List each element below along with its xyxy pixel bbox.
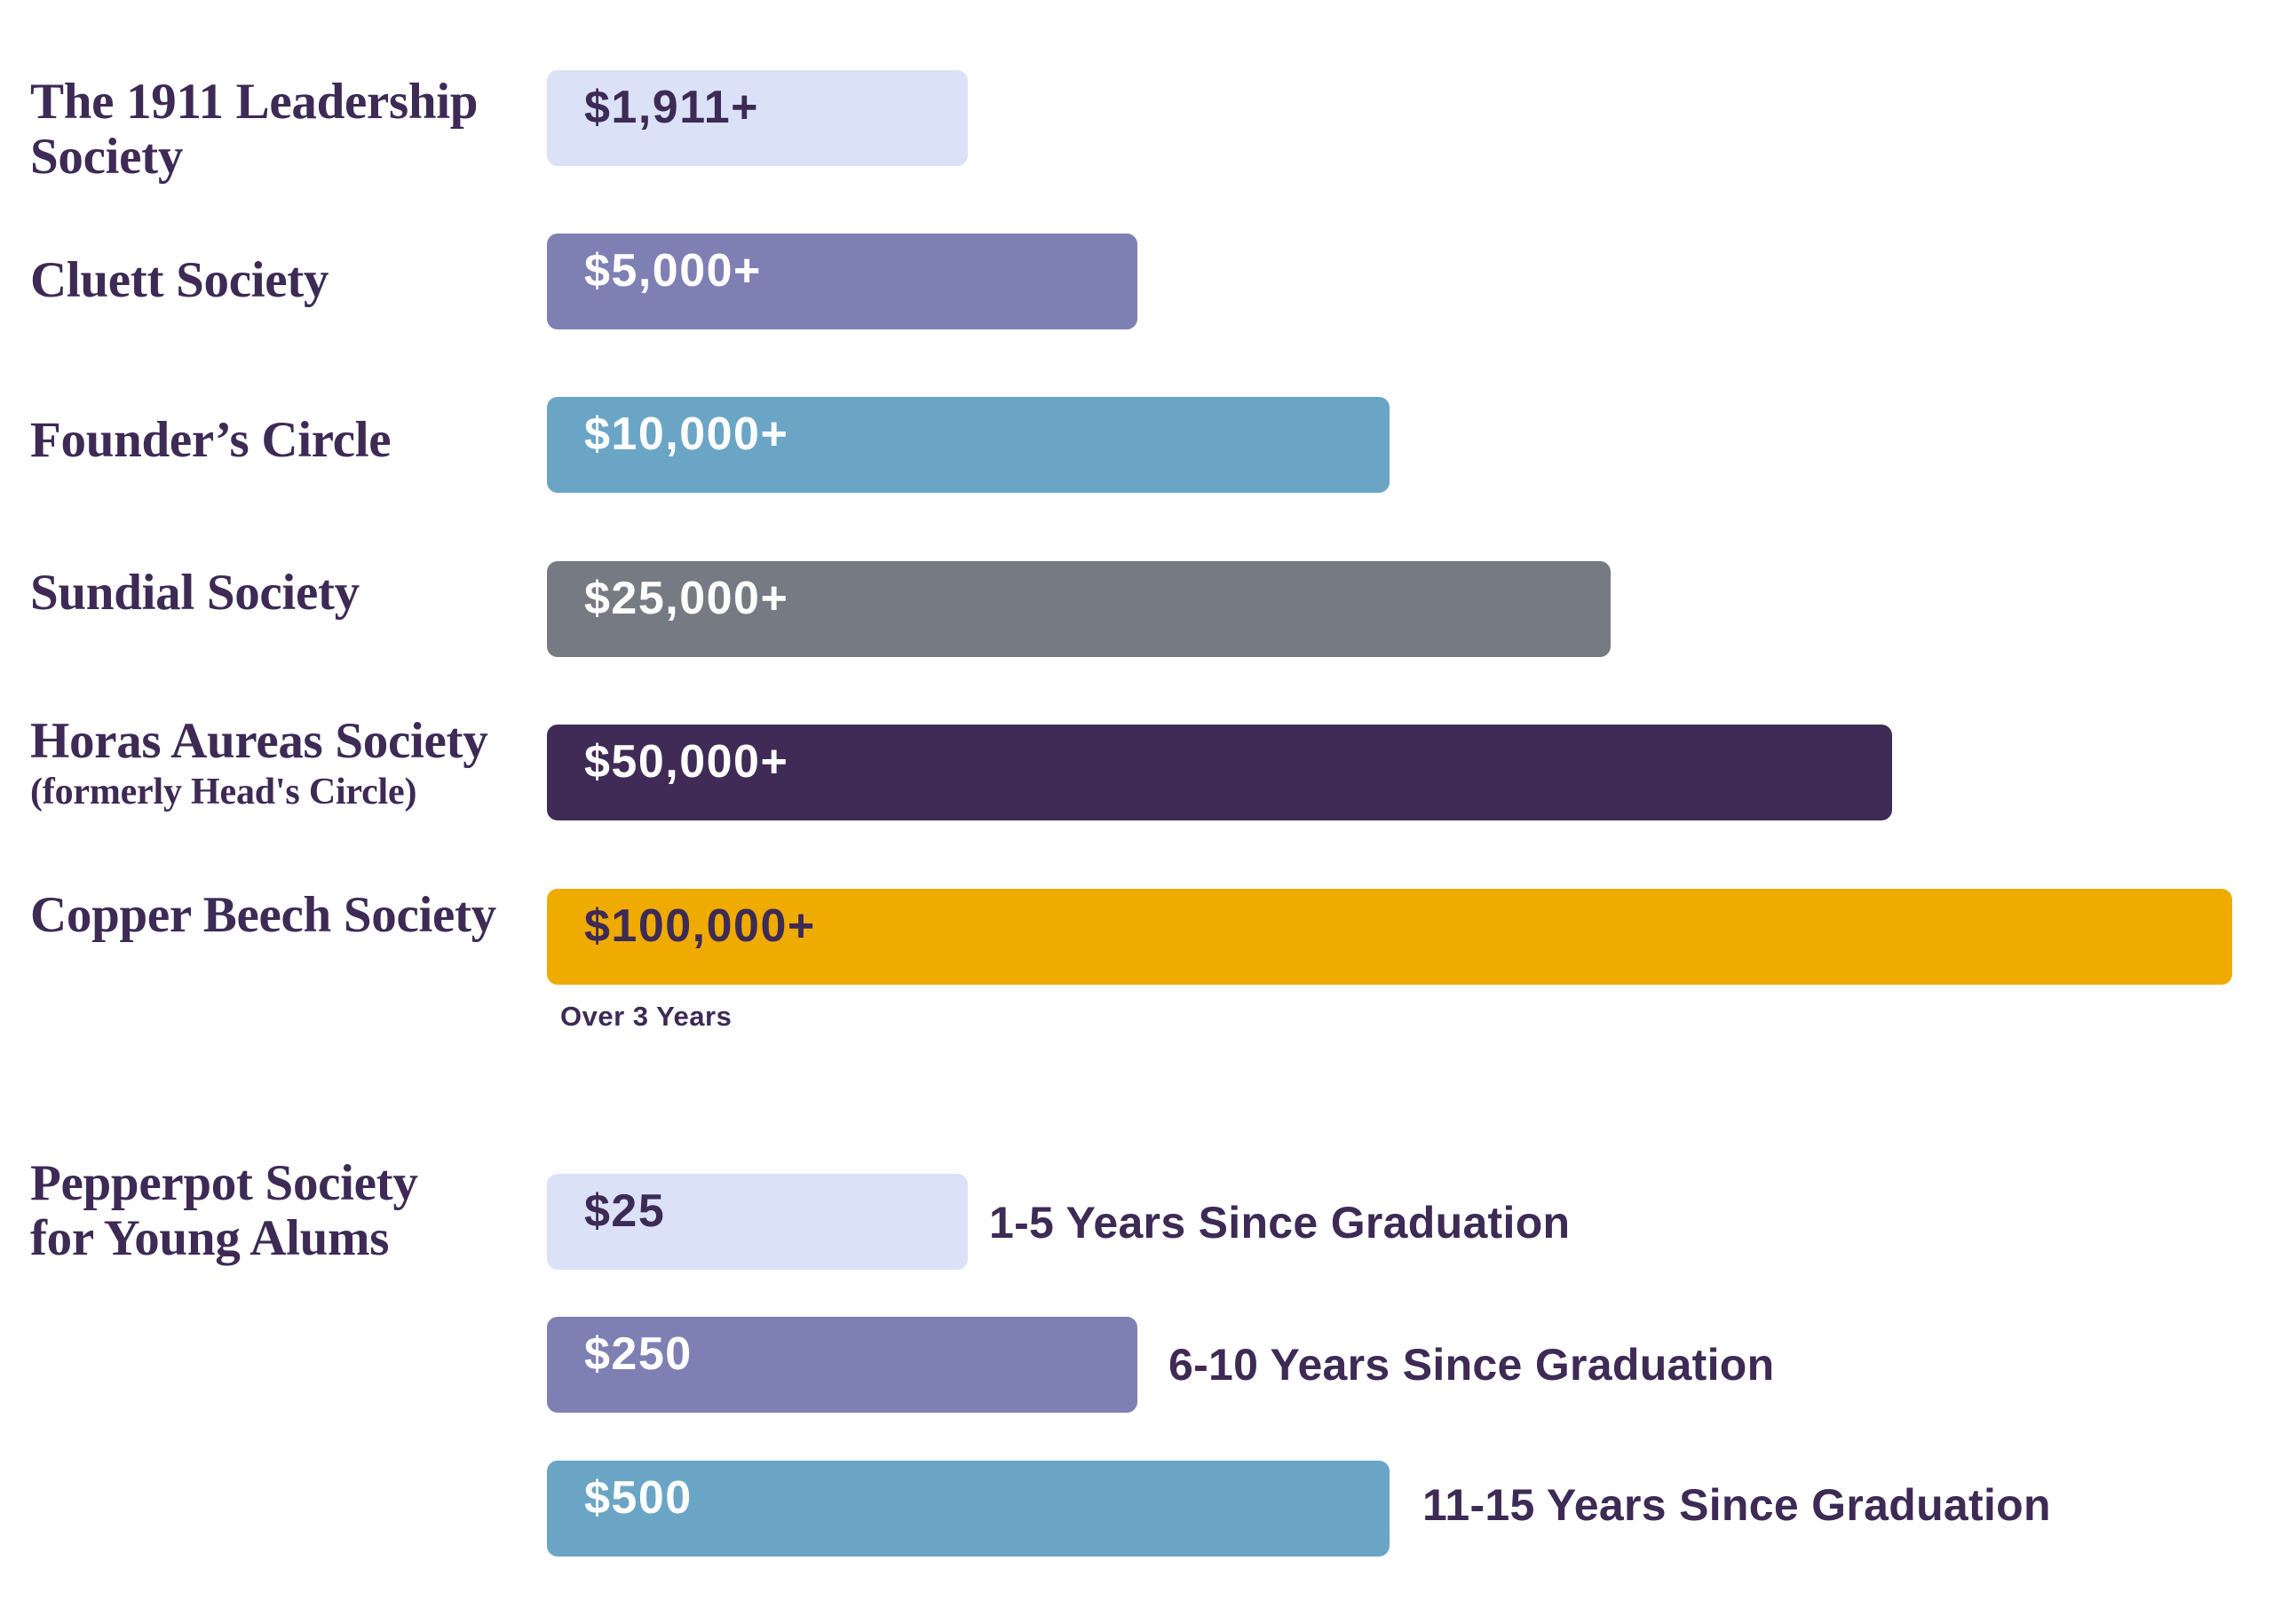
society-label-line: Horas Aureas Society [30, 713, 488, 769]
society-label-pepperpot: Pepperpot Society for Young Alums [30, 1156, 418, 1266]
bar-value-label: $1,911+ [584, 82, 760, 133]
bar-horas-aureas-society: $50,000+ [547, 725, 1892, 820]
bar-value-label: $25 [584, 1185, 666, 1237]
bar-pepperpot-tier-1: $25 [547, 1174, 968, 1270]
society-label-copper-beech: Copper Beech Society [30, 888, 496, 943]
bar-sundial-society: $25,000+ [547, 561, 1611, 657]
society-label-line: Society [30, 129, 184, 185]
bar-copper-beech-society: $100,000+ [547, 889, 2232, 985]
society-label-line: Sundial Society [30, 565, 360, 621]
bar-founders-circle: $10,000+ [547, 397, 1390, 493]
bar-value-label: $250 [584, 1328, 693, 1380]
society-label-cluett: Cluett Society [30, 253, 329, 308]
society-label-line: Cluett Society [30, 252, 329, 308]
bar-value-label: $10,000+ [584, 408, 789, 460]
bar-pepperpot-tier-3: $500 [547, 1461, 1390, 1557]
tier-description: 1-5 Years Since Graduation [989, 1198, 1571, 1248]
bar-value-label: $500 [584, 1472, 693, 1524]
bar-value-label: $50,000+ [584, 736, 789, 788]
bar-value-label: $25,000+ [584, 573, 789, 624]
tier-description: 11-15 Years Since Graduation [1422, 1480, 2051, 1530]
bar-cluett-society: $5,000+ [547, 234, 1137, 329]
tier-description: 6-10 Years Since Graduation [1168, 1340, 1775, 1390]
society-label-founders-circle: Founder’s Circle [30, 412, 392, 468]
bar-pepperpot-tier-2: $250 [547, 1317, 1137, 1413]
bar-value-label: $5,000+ [584, 245, 762, 297]
society-label-line: Pepperpot Society [30, 1155, 418, 1211]
society-label-line: for Young Alums [30, 1210, 390, 1266]
society-label-1911: The 1911 Leadership Society [30, 74, 479, 185]
society-label-line: Copper Beech Society [30, 887, 496, 943]
society-label-line: The 1911 Leadership [30, 74, 479, 130]
copper-beech-note: Over 3 Years [560, 1001, 733, 1032]
society-label-sundial: Sundial Society [30, 566, 360, 621]
bar-value-label: $100,000+ [584, 900, 816, 952]
bar-1911-leadership: $1,911+ [547, 70, 968, 166]
society-label-horas-aureas: Horas Aureas Society (formerly Head's Ci… [30, 713, 488, 816]
society-sublabel: (formerly Head's Circle) [30, 772, 417, 812]
society-label-line: Founder’s Circle [30, 412, 392, 468]
